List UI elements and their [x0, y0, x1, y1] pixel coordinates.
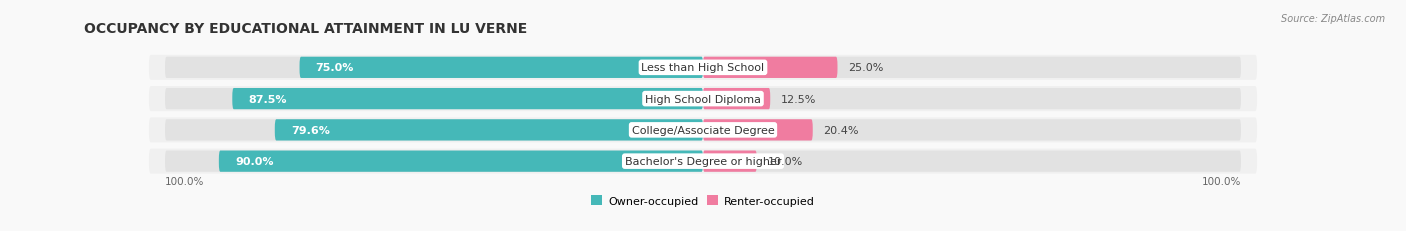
- FancyBboxPatch shape: [165, 89, 703, 110]
- Text: 100.0%: 100.0%: [165, 176, 204, 186]
- FancyBboxPatch shape: [703, 58, 1241, 79]
- Text: Less than High School: Less than High School: [641, 63, 765, 73]
- FancyBboxPatch shape: [165, 120, 703, 141]
- Text: Bachelor's Degree or higher: Bachelor's Degree or higher: [624, 156, 782, 166]
- Legend: Owner-occupied, Renter-occupied: Owner-occupied, Renter-occupied: [586, 191, 820, 211]
- Text: 100.0%: 100.0%: [1202, 176, 1241, 186]
- Text: 10.0%: 10.0%: [768, 156, 803, 166]
- FancyBboxPatch shape: [149, 87, 1257, 112]
- Text: OCCUPANCY BY EDUCATIONAL ATTAINMENT IN LU VERNE: OCCUPANCY BY EDUCATIONAL ATTAINMENT IN L…: [84, 22, 527, 36]
- FancyBboxPatch shape: [149, 149, 1257, 174]
- Text: 75.0%: 75.0%: [316, 63, 354, 73]
- FancyBboxPatch shape: [165, 151, 703, 172]
- Text: 25.0%: 25.0%: [848, 63, 883, 73]
- Text: Source: ZipAtlas.com: Source: ZipAtlas.com: [1281, 14, 1385, 24]
- FancyBboxPatch shape: [149, 118, 1257, 143]
- Text: 79.6%: 79.6%: [291, 125, 330, 135]
- FancyBboxPatch shape: [219, 151, 703, 172]
- FancyBboxPatch shape: [703, 120, 1241, 141]
- FancyBboxPatch shape: [703, 58, 838, 79]
- FancyBboxPatch shape: [703, 89, 1241, 110]
- FancyBboxPatch shape: [274, 120, 703, 141]
- FancyBboxPatch shape: [165, 58, 703, 79]
- FancyBboxPatch shape: [703, 89, 770, 110]
- Text: 90.0%: 90.0%: [235, 156, 274, 166]
- Text: High School Diploma: High School Diploma: [645, 94, 761, 104]
- Text: 20.4%: 20.4%: [824, 125, 859, 135]
- FancyBboxPatch shape: [703, 120, 813, 141]
- Text: 12.5%: 12.5%: [780, 94, 817, 104]
- FancyBboxPatch shape: [703, 151, 756, 172]
- Text: 87.5%: 87.5%: [249, 94, 287, 104]
- FancyBboxPatch shape: [232, 89, 703, 110]
- FancyBboxPatch shape: [149, 56, 1257, 80]
- FancyBboxPatch shape: [703, 151, 1241, 172]
- Text: College/Associate Degree: College/Associate Degree: [631, 125, 775, 135]
- FancyBboxPatch shape: [299, 58, 703, 79]
